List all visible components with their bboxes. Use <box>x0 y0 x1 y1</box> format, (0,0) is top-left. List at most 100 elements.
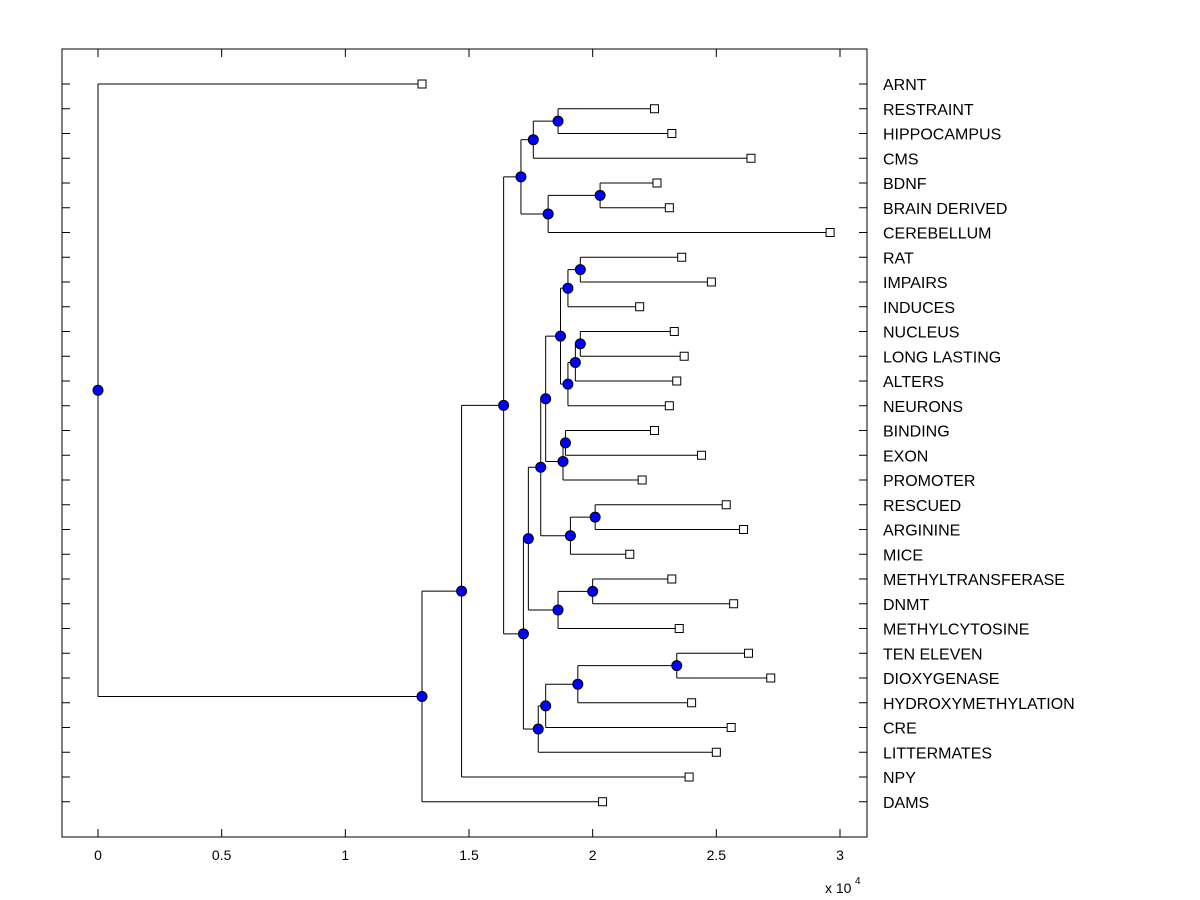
leaf-label: INDUCES <box>883 300 955 317</box>
dendrogram-markers <box>92 79 835 807</box>
leaf-marker <box>679 351 689 361</box>
leaf-label: ALTERS <box>883 374 944 391</box>
node-marker <box>572 678 584 690</box>
leaf-label: CEREBELLUM <box>883 226 991 243</box>
leaf-label: PROMOTER <box>883 473 975 490</box>
leaf-label: DAMS <box>883 795 929 812</box>
leaf-marker <box>650 104 659 114</box>
node-marker <box>416 690 428 702</box>
x-tick-label: 2 <box>589 847 597 863</box>
leaf-label: HYDROXYMETHYLATION <box>883 696 1075 713</box>
leaf-label: NEURONS <box>883 399 963 416</box>
leaf-label: CRE <box>883 721 917 738</box>
leaf-label: NPY <box>883 770 916 787</box>
leaf-label: BRAIN DERIVED <box>883 201 1007 218</box>
node-marker <box>456 585 468 597</box>
leaf-marker <box>746 153 756 163</box>
leaf-marker <box>711 747 721 757</box>
leaf-marker <box>729 599 739 609</box>
leaf-marker <box>687 698 697 708</box>
node-marker <box>517 628 529 640</box>
node-marker <box>562 282 574 294</box>
leaf-label: CMS <box>883 151 919 168</box>
node-marker <box>569 356 581 368</box>
leaf-label: BINDING <box>883 424 950 441</box>
leaf-marker <box>677 252 687 262</box>
leaf-label: RESCUED <box>883 498 961 515</box>
node-marker <box>542 208 554 220</box>
leaf-marker <box>625 549 635 559</box>
dendrogram-edges <box>97 83 831 803</box>
node-marker <box>671 660 683 672</box>
axis-ticks: 0 0.5 1 1.5 2 2.5 3 <box>62 49 867 863</box>
leaf-marker <box>635 302 645 312</box>
leaf-marker <box>637 475 647 485</box>
leaf-label: EXON <box>883 448 928 465</box>
leaf-marker <box>721 500 731 510</box>
leaf-marker <box>650 426 659 435</box>
node-marker <box>92 384 104 396</box>
leaf-marker <box>726 723 736 732</box>
leaf-marker <box>696 450 706 460</box>
leaf-label: DNMT <box>883 597 929 614</box>
leaf-label: METHYLCYTOSINE <box>883 622 1029 639</box>
leaf-marker <box>667 129 677 138</box>
leaf-marker <box>667 574 677 584</box>
node-marker <box>515 171 527 183</box>
leaf-marker <box>674 624 684 633</box>
node-marker <box>562 378 574 390</box>
leaf-marker <box>664 203 674 213</box>
x-tick-label: 0 <box>94 847 102 863</box>
leaf-label: IMPAIRS <box>883 275 948 292</box>
node-marker <box>552 115 564 127</box>
node-marker <box>574 338 586 350</box>
leaf-label: MICE <box>883 547 923 564</box>
x-tick-label: 1 <box>341 847 349 863</box>
leaf-label: ARNT <box>883 77 927 94</box>
leaf-marker <box>706 277 716 287</box>
x-tick-label: 0.5 <box>212 847 232 863</box>
x-tick-label: 3 <box>836 847 844 863</box>
leaf-label: NUCLEUS <box>883 325 959 342</box>
node-marker <box>587 585 599 597</box>
node-marker <box>557 455 569 467</box>
node-marker <box>589 511 601 523</box>
plot-frame <box>61 48 868 838</box>
leaf-marker <box>669 327 679 336</box>
leaf-label: DIOXYGENASE <box>883 671 999 688</box>
leaf-label: BDNF <box>883 176 927 193</box>
node-marker <box>594 189 606 201</box>
leaf-label: ARGININE <box>883 523 960 540</box>
node-marker <box>540 393 552 405</box>
x-tick-label: 1.5 <box>459 847 479 863</box>
node-marker <box>532 723 544 735</box>
leaf-label: HIPPOCAMPUS <box>883 127 1001 144</box>
leaf-label: RESTRAINT <box>883 102 974 119</box>
leaf-marker <box>652 178 662 188</box>
leaf-marker <box>739 525 749 534</box>
leaf-label: TEN ELEVEN <box>883 646 983 663</box>
leaf-marker <box>743 648 753 658</box>
node-marker <box>527 134 539 146</box>
node-marker <box>540 700 552 712</box>
node-marker <box>555 330 567 342</box>
node-marker <box>498 399 510 411</box>
leaf-marker <box>766 673 776 683</box>
leaf-marker <box>664 401 674 411</box>
leaf-label: LITTERMATES <box>883 745 992 762</box>
leaf-marker <box>598 797 608 807</box>
leaf-marker <box>825 228 835 237</box>
x-tick-label: 2.5 <box>707 847 727 863</box>
leaf-label: RAT <box>883 250 914 267</box>
node-marker <box>535 461 547 473</box>
node-marker <box>522 533 534 545</box>
leaf-label: METHYLTRANSFERASE <box>883 572 1065 589</box>
leaf-marker <box>417 79 427 89</box>
leaf-label: LONG LASTING <box>883 349 1001 366</box>
leaf-marker <box>684 772 694 782</box>
node-marker <box>574 264 586 276</box>
node-marker <box>559 437 571 449</box>
leaf-marker <box>672 376 682 386</box>
leaf-labels: ARNT RESTRAINT HIPPOCAMPUS CMS BDNF BRAIN DER… <box>883 77 1075 812</box>
